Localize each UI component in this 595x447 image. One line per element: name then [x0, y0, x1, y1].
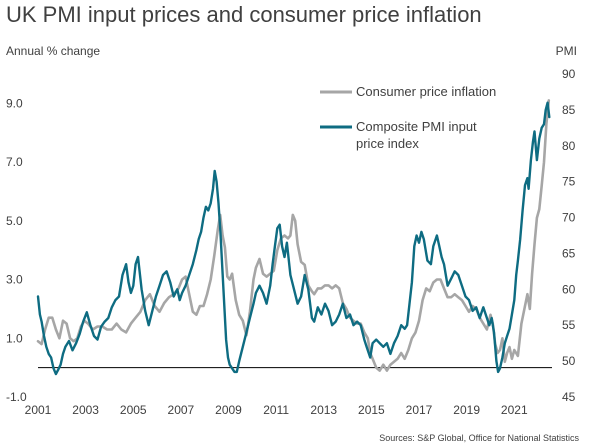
- y-right-tick-label: 80: [562, 139, 576, 153]
- x-tick-label: 2019: [453, 403, 480, 417]
- x-tick-label: 2007: [168, 403, 195, 417]
- x-tick-label: 2021: [501, 403, 528, 417]
- y-left-tick-label: 3.0: [6, 273, 23, 287]
- series-line-0: [36, 99, 551, 372]
- x-tick-label: 2001: [25, 403, 52, 417]
- y-left-tick-label: -1.0: [6, 390, 27, 404]
- y-right-tick-label: 50: [562, 354, 576, 368]
- legend-label-pmi-line1: Composite PMI input: [356, 119, 477, 134]
- x-tick-label: 2009: [215, 403, 242, 417]
- y-right-tick-label: 85: [562, 103, 576, 117]
- ticks-layer: 2001 2003 2005 2007 2009 2011 2013 2015 2017 2019…: [6, 67, 576, 417]
- x-tick-label: 2017: [406, 403, 433, 417]
- y-right-tick-label: 70: [562, 211, 576, 225]
- y-right-tick-label: 45: [562, 390, 576, 404]
- y-right-tick-label: 90: [562, 67, 576, 81]
- y-right-tick-label: 60: [562, 282, 576, 296]
- right-axis-title: PMI: [555, 44, 577, 58]
- y-right-tick-label: 55: [562, 318, 576, 332]
- source-note: Sources: S&P Global, Office for National…: [379, 433, 579, 443]
- left-axis-title: Annual % change: [6, 44, 101, 58]
- legend: Consumer price inflation Composite PMI in…: [320, 84, 496, 151]
- chart-title: UK PMI input prices and consumer price i…: [6, 2, 482, 27]
- y-left-tick-label: 1.0: [6, 331, 23, 345]
- legend-label-cpi: Consumer price inflation: [356, 84, 496, 99]
- y-right-tick-label: 65: [562, 246, 576, 260]
- x-tick-label: 2003: [72, 403, 99, 417]
- series-line-1: [36, 101, 551, 376]
- y-right-tick-label: 75: [562, 175, 576, 189]
- x-tick-label: 2005: [120, 403, 147, 417]
- legend-label-pmi-line2: price index: [356, 136, 419, 151]
- series-layer: [36, 99, 551, 376]
- y-left-tick-label: 5.0: [6, 214, 23, 228]
- y-left-tick-label: 7.0: [6, 155, 23, 169]
- x-tick-label: 2015: [358, 403, 385, 417]
- y-left-tick-label: 9.0: [6, 96, 23, 110]
- x-tick-label: 2011: [263, 403, 289, 417]
- x-tick-label: 2013: [310, 403, 337, 417]
